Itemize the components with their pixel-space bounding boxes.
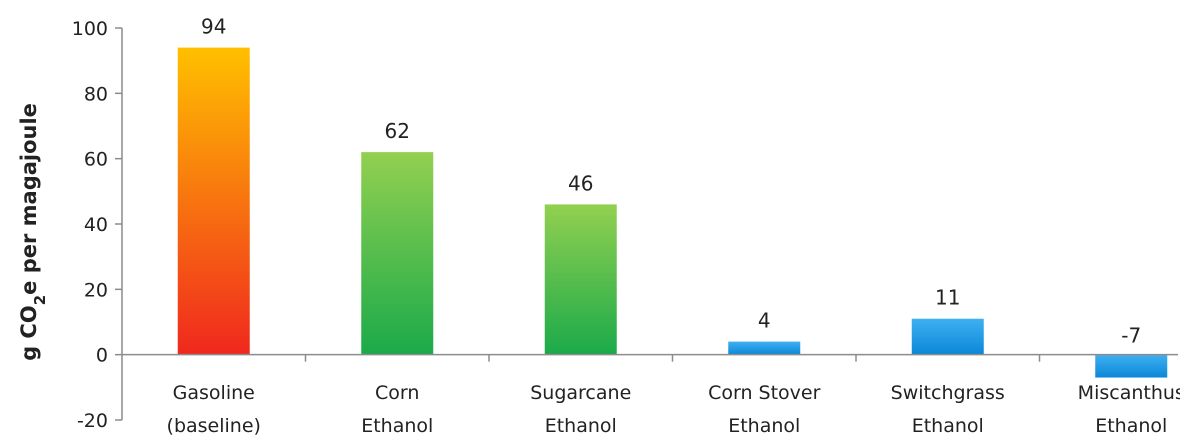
y-axis-title-subscript: 2 [31,295,49,305]
category-label: Ethanol [912,415,984,437]
category-label: Corn [375,382,419,404]
y-axis-title-prefix: g CO [17,305,41,361]
y-tick-label: 20 [84,279,108,301]
y-tick-label: -20 [77,410,108,432]
category-label: Ethanol [1095,415,1167,437]
y-axis-title-suffix: e per magajoule [17,103,41,295]
bar [911,318,984,355]
category-labels: Gasoline (baseline) Corn Ethanol Sugarcane Et… [167,382,1180,437]
category-label: Ethanol [361,415,433,437]
y-axis-title: g CO2e per magajoule [17,103,49,361]
y-tick-label: 60 [84,149,108,171]
category-label: Miscanthus [1078,382,1180,404]
data-label: -7 [1121,324,1141,348]
bars [177,47,1168,378]
x-axis [122,353,1178,362]
bar [361,152,434,355]
data-label: 94 [201,15,226,39]
category-label: Ethanol [545,415,617,437]
data-label: 62 [385,119,410,143]
y-axis: -20 0 20 40 60 80 100 [72,18,123,432]
bar [1095,354,1168,378]
category-label: Corn Stover [708,382,821,404]
category-label: Switchgrass [891,382,1005,404]
y-tick-label: 40 [84,214,108,236]
y-tick-label: 100 [72,18,108,40]
data-labels: 94 62 46 4 11 -7 [201,15,1141,348]
svg-text:g CO2e per magajoule: g CO2e per magajoule [17,103,49,361]
y-tick-label: 80 [84,83,108,105]
category-label: (baseline) [167,415,261,437]
category-label: Sugarcane [530,382,631,404]
bar [728,341,801,355]
bar [544,204,617,355]
bar [177,47,250,355]
data-label: 46 [568,171,593,195]
data-label: 4 [758,309,771,333]
category-label: Ethanol [728,415,800,437]
data-label: 11 [935,286,960,310]
y-tick-label: 0 [96,345,108,367]
category-label: Gasoline [173,382,255,404]
